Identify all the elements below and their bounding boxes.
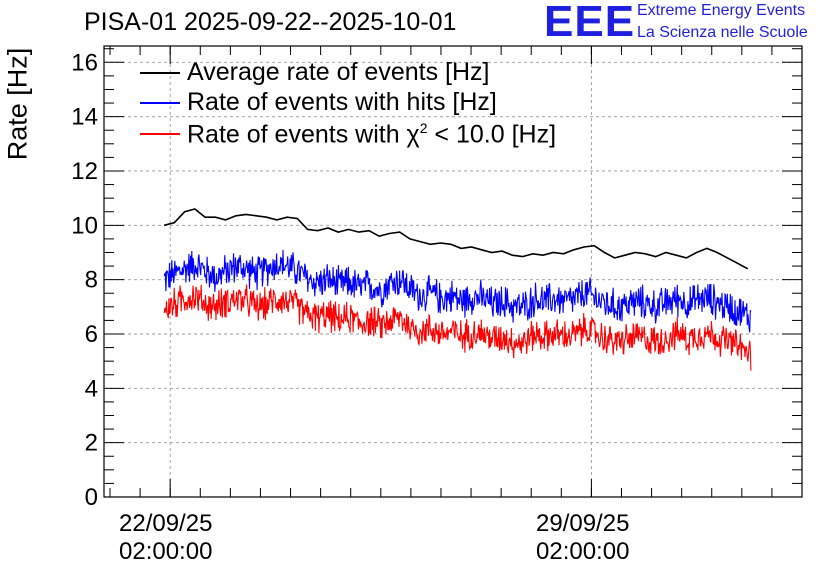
- y-tick-label: 2: [85, 430, 98, 457]
- y-tick-label: 14: [71, 104, 98, 131]
- y-tick-label: 4: [85, 375, 98, 402]
- legend-entry-chi2: Rate of events with χ2 < 10.0 [Hz]: [187, 120, 557, 149]
- y-tick-label: 0: [85, 484, 98, 511]
- series-layer: [163, 208, 752, 371]
- series-line-hits: [163, 249, 752, 333]
- chart-title: PISA-01 2025-09-22--2025-10-01: [84, 8, 457, 36]
- y-tick-label: 6: [85, 321, 98, 348]
- y-tick-label: 10: [71, 212, 98, 239]
- y-tick-label: 8: [85, 267, 98, 294]
- legend-entry-hits: Rate of events with hits [Hz]: [187, 88, 497, 116]
- x-tick-label-2: 29/09/25 02:00:00: [536, 510, 630, 565]
- grid: [104, 46, 802, 497]
- legend-entry-average: Average rate of events [Hz]: [187, 58, 490, 86]
- y-tick-label: 16: [71, 49, 98, 76]
- axis-ticks: 0 2 4 6 8 10 12 14 16: [71, 46, 803, 511]
- logo-line-1: Extreme Energy Events: [637, 2, 806, 19]
- y-tick-label: 12: [71, 158, 98, 185]
- eee-logo: EEE: [544, 0, 636, 46]
- logo-line-2: La Scienza nelle Scuole: [637, 24, 808, 41]
- y-axis-label: Rate [Hz]: [2, 47, 33, 161]
- x-tick-label-1: 22/09/25 02:00:00: [119, 510, 213, 565]
- plot-frame: [103, 45, 803, 498]
- series-line-chi2: [163, 284, 752, 371]
- legend-lines: [140, 72, 180, 135]
- series-line-average: [163, 208, 749, 270]
